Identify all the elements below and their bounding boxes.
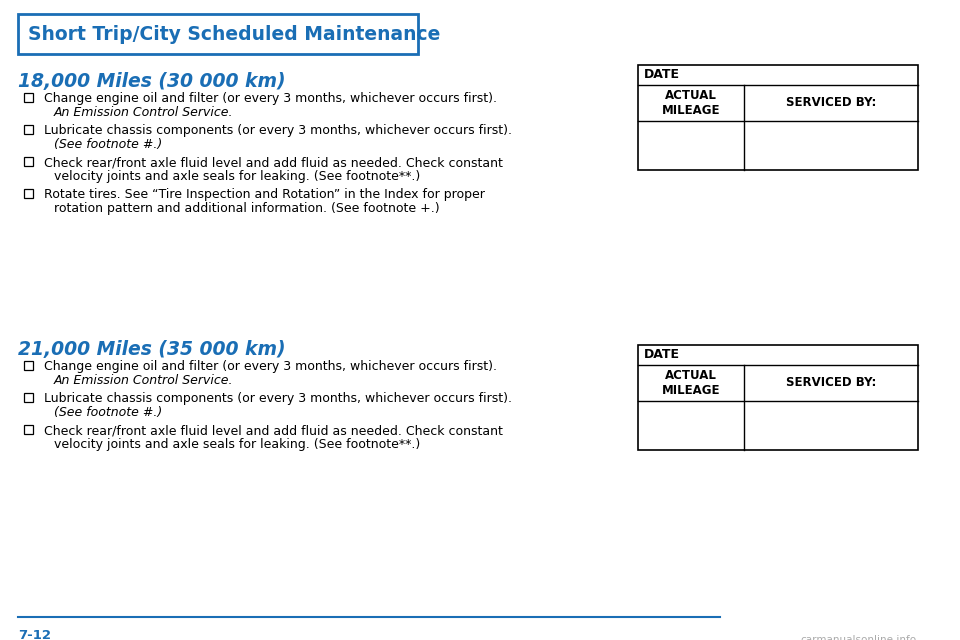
Text: rotation pattern and additional information. (See footnote +.): rotation pattern and additional informat… [54,202,440,215]
Text: ACTUAL
MILEAGE: ACTUAL MILEAGE [662,89,720,117]
Text: velocity joints and axle seals for leaking. (See footnote**.): velocity joints and axle seals for leaki… [54,438,420,451]
Bar [24,361,33,370]
Text: SERVICED BY:: SERVICED BY: [786,97,876,109]
Text: Lubricate chassis components (or every 3 months, whichever occurs first).: Lubricate chassis components (or every 3… [44,124,512,137]
Bar [24,393,33,402]
Text: carmanualsonline.info: carmanualsonline.info [800,635,916,640]
Text: SERVICED BY:: SERVICED BY: [786,376,876,390]
Text: An Emission Control Service.: An Emission Control Service. [54,106,233,119]
Bar [24,125,33,134]
Text: DATE: DATE [644,349,680,362]
Text: Change engine oil and filter (or every 3 months, whichever occurs first).: Change engine oil and filter (or every 3… [44,360,497,373]
Text: (See footnote #.): (See footnote #.) [54,406,162,419]
Text: velocity joints and axle seals for leaking. (See footnote**.): velocity joints and axle seals for leaki… [54,170,420,183]
Bar [18,14,418,54]
Text: Rotate tires. See “Tire Inspection and Rotation” in the Index for proper: Rotate tires. See “Tire Inspection and R… [44,188,485,201]
Bar [24,157,33,166]
Text: 21,000 Miles (35 000 km): 21,000 Miles (35 000 km) [18,340,286,359]
Bar [24,189,33,198]
Text: DATE: DATE [644,68,680,81]
Bar [638,65,918,170]
Text: Lubricate chassis components (or every 3 months, whichever occurs first).: Lubricate chassis components (or every 3… [44,392,512,405]
Text: 18,000 Miles (30 000 km): 18,000 Miles (30 000 km) [18,72,286,91]
Text: Change engine oil and filter (or every 3 months, whichever occurs first).: Change engine oil and filter (or every 3… [44,92,497,105]
Text: 7-12: 7-12 [18,629,51,640]
Bar [24,93,33,102]
Text: An Emission Control Service.: An Emission Control Service. [54,374,233,387]
Bar [24,425,33,434]
Bar [638,345,918,450]
Text: Short Trip/City Scheduled Maintenance: Short Trip/City Scheduled Maintenance [28,24,441,44]
Text: Check rear/front axle fluid level and add fluid as needed. Check constant: Check rear/front axle fluid level and ad… [44,424,503,437]
Text: (See footnote #.): (See footnote #.) [54,138,162,151]
Text: ACTUAL
MILEAGE: ACTUAL MILEAGE [662,369,720,397]
Text: Check rear/front axle fluid level and add fluid as needed. Check constant: Check rear/front axle fluid level and ad… [44,156,503,169]
